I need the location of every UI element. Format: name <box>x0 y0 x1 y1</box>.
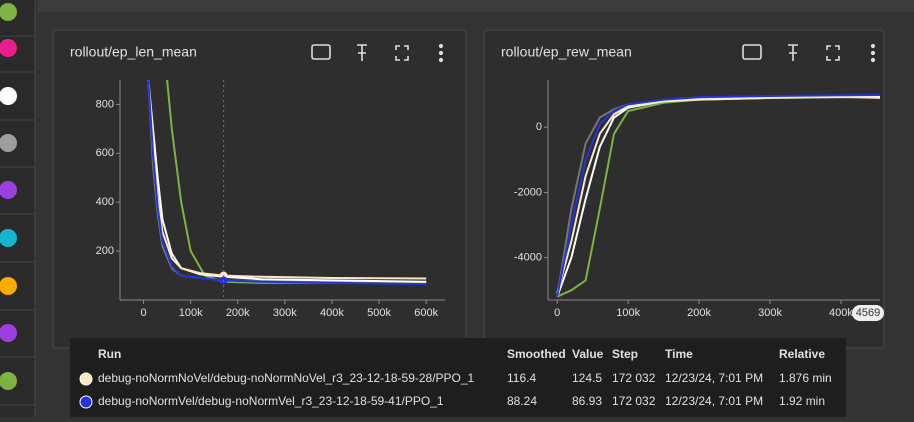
tooltip-header: Value <box>572 347 604 361</box>
tooltip-cell: debug-noNormNoVel/debug-noNormNoVel_r3_2… <box>98 371 475 385</box>
run-color-dot <box>0 87 17 105</box>
run-color-dot <box>0 324 17 342</box>
tooltip-header: Smoothed <box>507 347 566 361</box>
pin-icon[interactable] <box>788 44 798 61</box>
y-tick-label: 400 <box>96 196 114 208</box>
tooltip-header: Relative <box>779 347 825 361</box>
run-color-dot <box>0 229 17 247</box>
series-line <box>556 94 880 297</box>
y-tick-label: 0 <box>536 121 542 133</box>
series-line <box>556 95 880 294</box>
card-title: rollout/ep_len_mean <box>70 44 197 60</box>
x-tick-label: 400k <box>320 307 344 319</box>
fullscreen-icon[interactable] <box>395 45 409 61</box>
fit-icon[interactable] <box>311 44 331 60</box>
tooltip-cell: 116.4 <box>507 371 536 385</box>
x-tick-label: 300k <box>273 307 297 319</box>
y-tick-label: -4000 <box>514 252 542 264</box>
tooltip-cell: 86.93 <box>572 394 602 408</box>
x-tick-label: 100k <box>616 307 640 319</box>
card-icons[interactable] <box>311 43 876 63</box>
y-tick-label: 200 <box>96 245 114 257</box>
tooltip-cell: 124.5 <box>572 371 602 385</box>
fit-icon[interactable] <box>742 44 762 60</box>
tooltip-cell: 88.24 <box>507 394 537 408</box>
run-color-dot <box>0 277 17 295</box>
toolbar-strip <box>38 0 914 12</box>
tooltip <box>70 338 846 417</box>
run-color-dot <box>0 39 17 57</box>
run-color-dot <box>0 3 17 21</box>
fullscreen-icon[interactable] <box>826 45 840 61</box>
x-tick-label: 500k <box>367 307 391 319</box>
x-tick-label: 200k <box>226 307 250 319</box>
tooltip-cell: 172 032 <box>612 371 656 385</box>
tooltip-cell: 12/23/24, 7:01 PM <box>665 394 763 408</box>
x-tick-label: 300k <box>758 307 782 319</box>
run-color-dot <box>0 372 17 390</box>
tooltip-cell: 172 032 <box>612 394 656 408</box>
badge-bg <box>852 305 884 321</box>
run-color-dot <box>0 134 17 152</box>
tooltip-cell: 1.876 min <box>779 371 832 385</box>
y-tick-label: 800 <box>96 98 114 110</box>
y-tick-label: -2000 <box>514 186 542 198</box>
tooltip-header: Time <box>665 347 693 361</box>
y-tick-label: 600 <box>96 147 114 159</box>
hover-step-badge: 4569 <box>856 307 880 319</box>
x-tick-label: 0 <box>554 307 560 319</box>
row-color-dot <box>79 372 93 386</box>
run-color-dot <box>0 181 17 199</box>
run-list <box>0 0 35 417</box>
x-tick-label: 400k <box>829 307 853 319</box>
pin-icon[interactable] <box>357 44 367 61</box>
x-tick-label: 600k <box>414 307 438 319</box>
x-tick-label: 200k <box>687 307 711 319</box>
x-tick-label: 0 <box>140 307 146 319</box>
series-line <box>147 80 427 286</box>
tooltip-cell: 1.92 min <box>779 394 825 408</box>
tooltip-cell: 12/23/24, 7:01 PM <box>665 371 763 385</box>
card-title: rollout/ep_rew_mean <box>501 44 632 60</box>
x-tick-label: 100k <box>179 307 203 319</box>
tooltip-header: Run <box>98 347 121 361</box>
tooltip-cell: debug-noNormVel/debug-noNormVel_r3_23-12… <box>98 394 444 408</box>
tooltip-header: Step <box>612 347 638 361</box>
row-color-dot <box>79 395 93 409</box>
